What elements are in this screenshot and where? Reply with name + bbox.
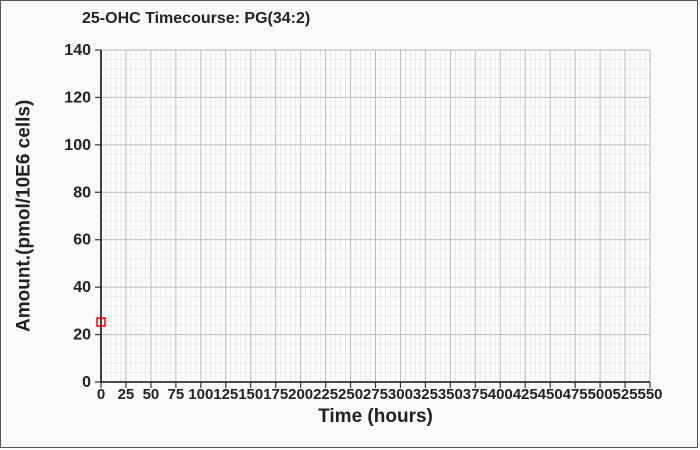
svg-text:100: 100: [64, 137, 91, 154]
svg-text:120: 120: [64, 89, 91, 106]
svg-text:75: 75: [168, 386, 185, 403]
svg-text:425: 425: [513, 386, 538, 403]
svg-text:25: 25: [118, 386, 135, 403]
svg-text:200: 200: [288, 386, 313, 403]
svg-text:125: 125: [213, 386, 238, 403]
svg-text:550: 550: [637, 386, 662, 403]
svg-text:450: 450: [538, 386, 563, 403]
svg-text:20: 20: [73, 327, 91, 344]
svg-text:100: 100: [188, 386, 213, 403]
svg-text:400: 400: [488, 386, 513, 403]
svg-text:225: 225: [313, 386, 338, 403]
svg-text:325: 325: [413, 386, 438, 403]
svg-text:150: 150: [238, 386, 263, 403]
svg-text:80: 80: [73, 184, 91, 201]
svg-text:60: 60: [73, 232, 91, 249]
svg-text:50: 50: [143, 386, 160, 403]
svg-text:375: 375: [463, 386, 488, 403]
svg-text:350: 350: [438, 386, 463, 403]
svg-text:475: 475: [563, 386, 588, 403]
svg-text:0: 0: [82, 374, 91, 391]
svg-text:140: 140: [64, 42, 91, 59]
svg-text:300: 300: [388, 386, 413, 403]
svg-text:175: 175: [263, 386, 288, 403]
svg-text:525: 525: [613, 386, 638, 403]
svg-text:40: 40: [73, 279, 91, 296]
svg-text:500: 500: [588, 386, 613, 403]
svg-text:0: 0: [97, 386, 105, 403]
svg-text:250: 250: [338, 386, 363, 403]
svg-text:275: 275: [363, 386, 388, 403]
